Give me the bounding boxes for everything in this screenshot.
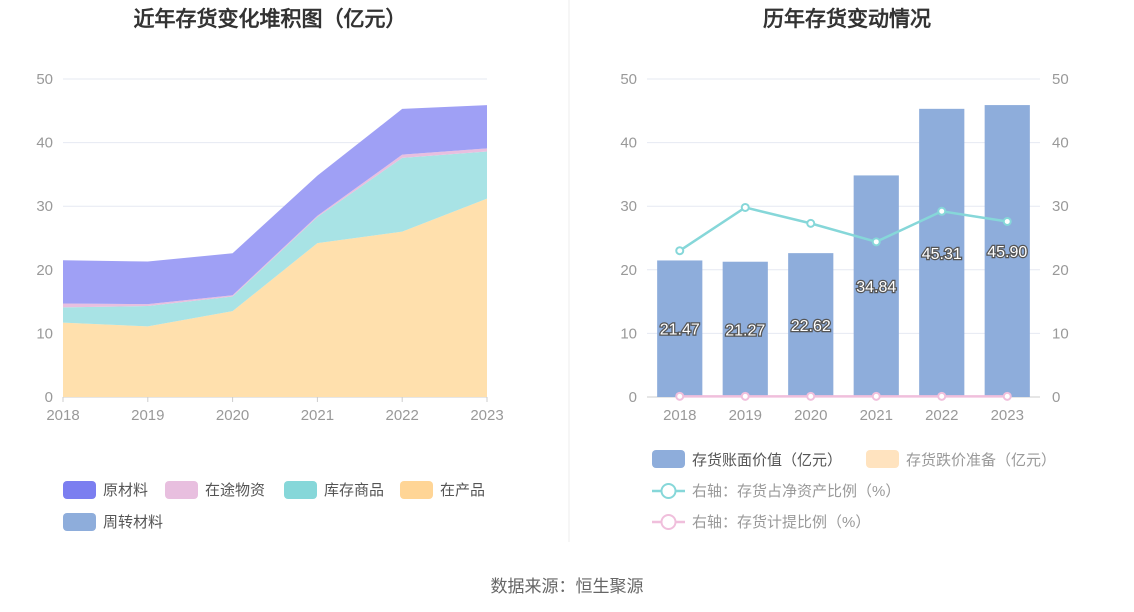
line-point [675,391,685,401]
y2-tick-label: 10 [1052,325,1069,342]
legend-label: 存货账面价值（亿元） [692,452,842,469]
x-tick-label: 2023 [991,407,1024,424]
line-point [871,391,881,401]
legend-label: 在途物资 [205,482,265,499]
y2-tick-label: 40 [1052,135,1069,152]
y2-tick-label: 0 [1052,389,1060,406]
legend-label: 周转材料 [103,514,163,531]
bar [657,260,703,397]
line-point [1002,216,1012,226]
legend-label: 在产品 [440,482,485,499]
area-series [63,105,487,305]
area-series [63,198,487,397]
left-stacked-area-chart: 0 10 20 30 40 50 2018 2019 2020 2021 2022 2023 原材料 在途… [36,71,504,531]
y-tick-label: 10 [36,325,53,342]
y-tick-label: 30 [36,198,53,215]
x-tick-label: 2018 [663,407,696,424]
y-tick-label: 0 [45,389,53,406]
line-series [679,206,1008,252]
legend-swatch [63,481,96,499]
y-tick-label: 20 [620,262,637,279]
line-point [1002,391,1012,401]
bar-data-label: 21.47 [660,322,700,339]
x-tick-label: 2022 [925,407,958,424]
area-series [63,151,487,327]
y-tick-label: 0 [629,389,637,406]
line-point [871,237,881,247]
x-tick-label: 2019 [729,407,762,424]
x-tick-label: 2020 [794,407,827,424]
y2-tick-label: 50 [1052,71,1069,88]
line-point [937,206,947,216]
y-tick-label: 50 [620,71,637,88]
right-chart-title: 历年存货变动情况 [763,7,931,31]
y2-tick-label: 20 [1052,262,1069,279]
line-point [937,391,947,401]
bar [984,105,1030,398]
y-tick-label: 10 [620,325,637,342]
x-tick-label: 2018 [46,407,79,424]
bar [788,253,834,397]
x-tick-label: 2022 [386,407,419,424]
y-tick-label: 50 [36,71,53,88]
legend-label: 库存商品 [324,482,384,499]
line-point [740,391,750,401]
legend-swatch [652,450,685,468]
line-point [806,391,816,401]
left-chart-title: 近年存货变化堆积图（亿元） [134,7,407,31]
y2-tick-label: 30 [1052,198,1069,215]
x-tick-label: 2021 [301,407,334,424]
bar-data-label: 45.31 [922,246,962,263]
y-tick-label: 30 [620,198,637,215]
bar-data-label: 34.84 [856,279,896,296]
line-point [740,202,750,212]
y-tick-label: 40 [36,135,53,152]
x-tick-label: 2020 [216,407,249,424]
legend-swatch [866,450,899,468]
y-tick-label: 40 [620,135,637,152]
source-text: 数据来源：恒生聚源 [491,577,644,596]
x-tick-label: 2023 [470,407,503,424]
bar-data-label: 45.90 [987,244,1027,261]
x-tick-label: 2019 [131,407,164,424]
legend-swatch [165,481,198,499]
bar [722,261,768,397]
legend-label: 原材料 [103,482,148,499]
bar-data-label: 21.27 [725,322,765,339]
legend-line-marker [660,483,677,499]
line-point [806,218,816,228]
legend-swatch [400,481,433,499]
legend-label: 存货跌价准备（亿元） [906,452,1056,469]
legend-line-marker [660,514,677,530]
x-tick-label: 2021 [860,407,893,424]
legend-label: 右轴：存货计提比例（%） [692,514,870,531]
right-bar-line-chart: 0 10 20 30 40 50 0 10 20 30 40 50 2018 2019 2020 2021 20… [620,71,1068,531]
bar [919,108,965,397]
legend-label: 右轴：存货占净资产比例（%） [692,483,900,500]
legend-swatch [63,513,96,531]
bar-data-label: 22.62 [791,318,831,335]
line-point [675,246,685,256]
y-tick-label: 20 [36,262,53,279]
legend-swatch [284,481,317,499]
bar [853,175,899,397]
